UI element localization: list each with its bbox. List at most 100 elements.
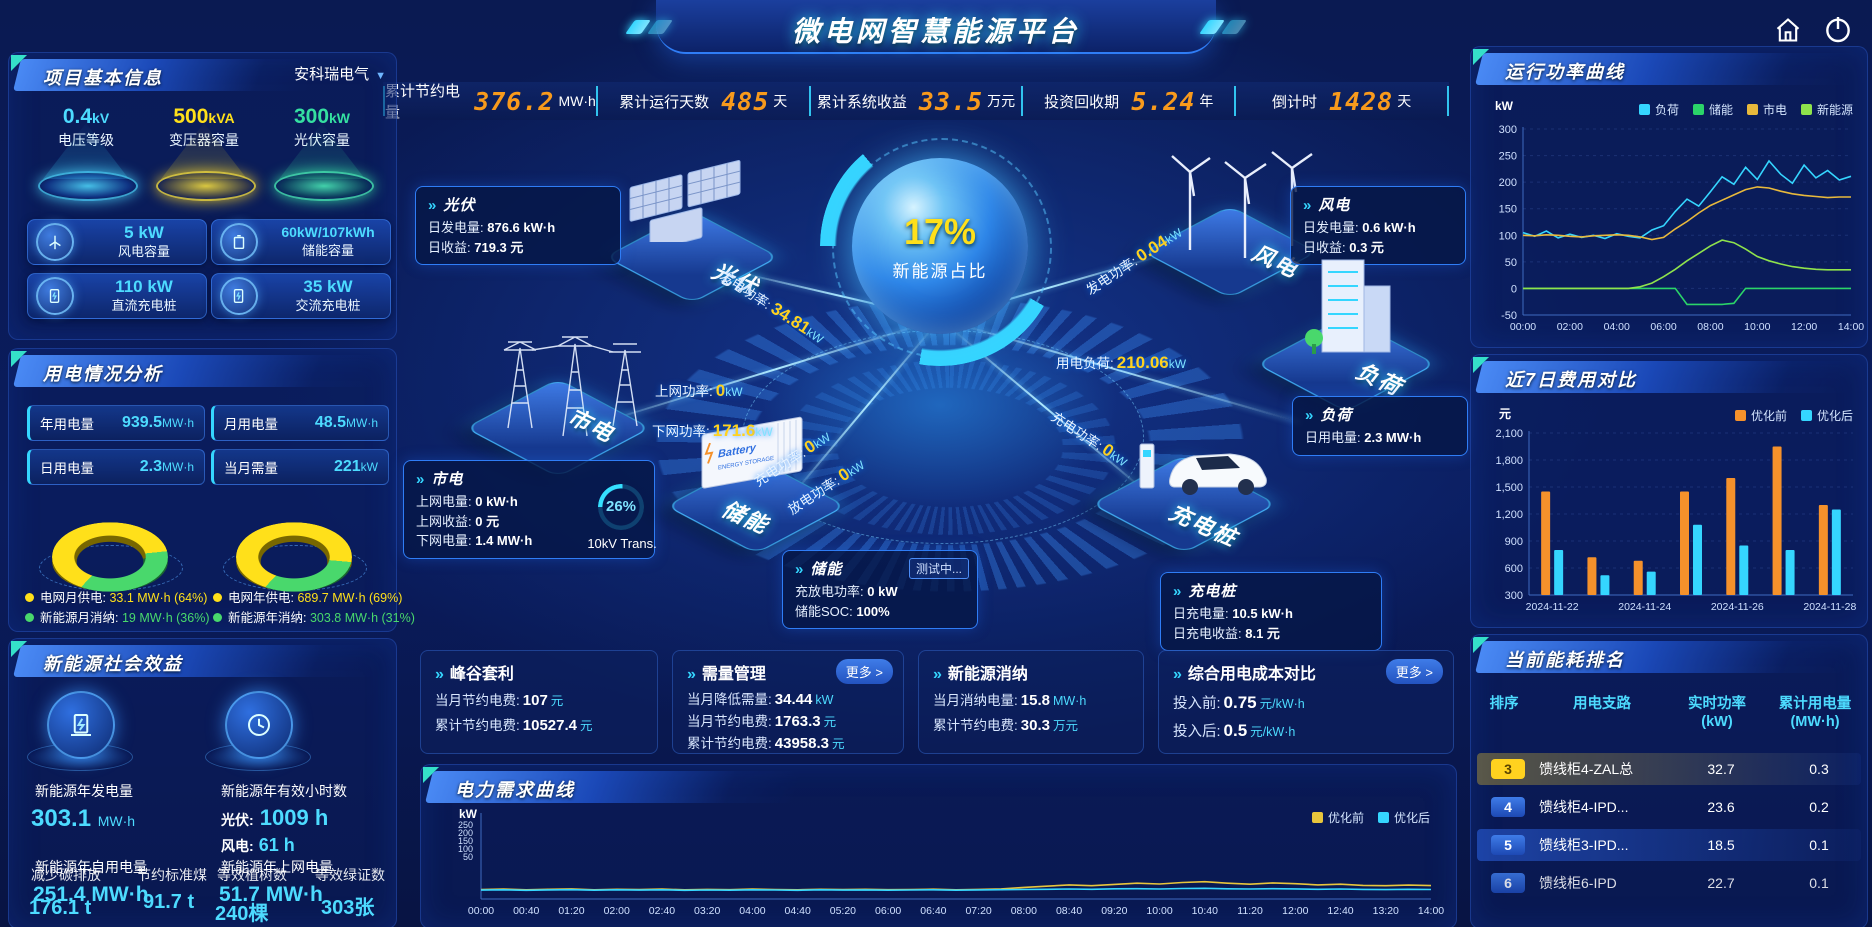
table-row[interactable]: 4 馈线柜4-IPD... 23.6 0.2 xyxy=(1477,791,1861,823)
flow-load: 用电负荷: 210.06kW xyxy=(1056,353,1187,372)
svg-text:08:00: 08:00 xyxy=(1697,321,1723,333)
page-title: 微电网智慧能源平台 xyxy=(791,16,1080,47)
legend-item[interactable]: 市电 xyxy=(1746,101,1787,118)
stat-dc-charger: 110 kW 直流充电桩 xyxy=(27,273,207,319)
kpi-label: 投资回收期 xyxy=(1044,93,1120,111)
svg-text:11:20: 11:20 xyxy=(1237,905,1263,917)
card-row: 累计节约电费: 10527.4 元 xyxy=(435,716,593,734)
pedestal-label: 光伏容量 xyxy=(263,130,381,150)
card-row: 累计节约电费: 30.3 万元 xyxy=(933,716,1078,734)
kpi-unit: 天 xyxy=(1397,93,1412,109)
legend-item[interactable]: 优化前 xyxy=(1734,407,1787,424)
stat-label: 储能容量 xyxy=(301,243,354,258)
pedestal-pv-capacity: 300kW 光伏容量 xyxy=(263,105,381,201)
kpi-label: 倒计时 xyxy=(1271,93,1317,111)
stat-wind-capacity: 5 kW 风电容量 xyxy=(27,219,207,265)
svg-text:-50: -50 xyxy=(1501,310,1517,322)
legend-item[interactable]: 储能 xyxy=(1692,101,1733,118)
legend-swatch xyxy=(1311,812,1323,823)
y-axis-unit: kW xyxy=(459,807,477,821)
legend-item[interactable]: 优化前 xyxy=(1311,809,1364,826)
table-row[interactable]: 6 馈线柜6-IPD 22.7 0.1 xyxy=(1477,867,1861,899)
legend-item[interactable]: 负荷 xyxy=(1638,101,1679,118)
solar-panel-icon xyxy=(629,160,741,242)
legend-dot xyxy=(25,593,34,602)
pedestal-aura xyxy=(38,171,138,201)
info-box-title: » 光伏 xyxy=(428,197,476,214)
svg-text:07:20: 07:20 xyxy=(965,905,991,917)
more-button[interactable]: 更多 > xyxy=(835,659,893,684)
social-value: 91.7 t xyxy=(143,891,195,913)
svg-text:04:40: 04:40 xyxy=(785,905,811,917)
kpi-value: 5.24 xyxy=(1131,86,1196,116)
svg-text:1,800: 1,800 xyxy=(1495,455,1523,467)
kpi-run-days: 累计运行天数 485 天 xyxy=(595,86,809,116)
svg-text:250: 250 xyxy=(1499,151,1517,163)
demand-curve-panel: 电力需求曲线 优化前 优化后 kW 250 200 150 100 50 00:00 00:… xyxy=(420,764,1457,927)
header-band xyxy=(656,0,1216,54)
panel-title: 运行功率曲线 xyxy=(1505,62,1625,82)
metric-value: 221kW xyxy=(333,458,378,475)
social-value: 251.4 MW·h xyxy=(33,883,149,906)
social-label: 新能源年自用电量 xyxy=(35,859,147,875)
svg-text:1,500: 1,500 xyxy=(1495,482,1523,494)
home-icon[interactable] xyxy=(1774,16,1802,49)
social-value: 176.1 t xyxy=(29,897,92,919)
panel-title: 项目基本信息 xyxy=(43,68,163,88)
power-value: 22.7 xyxy=(1707,875,1735,891)
building-icon xyxy=(1305,259,1391,354)
pedestal-label: 变压器容量 xyxy=(145,130,263,150)
arrow-icon: » xyxy=(1173,583,1183,600)
legend-item[interactable]: 优化后 xyxy=(1800,407,1853,424)
arrow-icon: » xyxy=(795,561,805,578)
legend-item[interactable]: 新能源 xyxy=(1800,101,1853,118)
donut-legend-item[interactable]: 新能源年消纳: 303.8 MW·h (31%) xyxy=(213,607,415,626)
social-label: 等效绿证数 xyxy=(315,867,385,883)
svg-text:12:00: 12:00 xyxy=(1791,321,1817,333)
ac-charger-icon xyxy=(220,277,258,315)
info-row: 储能SOC: 100% xyxy=(795,603,890,619)
company-select-value: 安科瑞电气 xyxy=(294,66,370,83)
arrow-icon: » xyxy=(1173,666,1182,683)
panel-header: 新能源社会效益 xyxy=(11,641,386,677)
info-row: 上网电量: 0 kW·h xyxy=(416,494,518,509)
svg-text:05:20: 05:20 xyxy=(830,905,856,917)
kpi-value: 376.2 xyxy=(474,86,555,116)
arrow-icon: » xyxy=(933,666,942,683)
metric-label: 年用电量 xyxy=(40,417,94,432)
power-icon[interactable] xyxy=(1822,13,1854,50)
stat-label: 交流充电桩 xyxy=(295,298,361,313)
svg-text:03:20: 03:20 xyxy=(694,905,720,917)
svg-text:300: 300 xyxy=(1499,124,1517,136)
table-row[interactable]: 5 馈线柜3-IPD... 18.5 0.1 xyxy=(1477,829,1861,861)
svg-text:10:00: 10:00 xyxy=(1146,905,1172,917)
card-row: 当月降低需量: 34.44 kW xyxy=(687,691,834,708)
rank-badge: 6 xyxy=(1491,873,1525,893)
cost-compare-panel: 近7日费用对比 元 优化前 优化后 2,100 1,800 1,500 1,200 900… xyxy=(1470,354,1868,628)
legend-item[interactable]: 优化后 xyxy=(1377,809,1430,826)
donut-legend-item[interactable]: 新能源月消纳: 19 MW·h (36%) xyxy=(25,607,210,626)
stat-value: 110 kW xyxy=(115,276,173,296)
stat-ac-charger: 35 kW 交流充电桩 xyxy=(211,273,391,319)
donut-legend-item[interactable]: 电网月供电: 33.1 MW·h (64%) xyxy=(25,587,207,606)
svg-text:02:00: 02:00 xyxy=(604,905,630,917)
table-row[interactable]: 3 馈线柜4-ZAL总 32.7 0.3 xyxy=(1477,753,1861,785)
legend-swatch xyxy=(1800,104,1812,115)
more-button[interactable]: 更多 > xyxy=(1385,659,1443,684)
run-power-panel: 运行功率曲线 kW 负荷 储能 市电 新能源 300 250 200 150 100 50 0 -5… xyxy=(1470,46,1868,348)
panel-title: 用电情况分析 xyxy=(43,364,163,384)
svg-text:600: 600 xyxy=(1505,563,1523,575)
svg-text:200: 200 xyxy=(1499,177,1517,189)
donut-legend-item[interactable]: 电网年供电: 689.7 MW·h (69%) xyxy=(213,587,402,606)
social-value: 303张 xyxy=(321,897,375,919)
ev-car-icon xyxy=(1139,443,1267,495)
branch-name: 馈线柜4-ZAL总 xyxy=(1539,761,1634,777)
transformer-label: 10kV Trans. xyxy=(587,536,657,551)
company-select[interactable]: 安科瑞电气 ▼ xyxy=(294,63,386,84)
svg-text:300: 300 xyxy=(1505,590,1523,602)
info-row: 日用电量: 2.3 MW·h xyxy=(1305,430,1422,445)
panel-title: 电力需求曲线 xyxy=(455,780,575,800)
pedestal-aura xyxy=(156,171,256,201)
